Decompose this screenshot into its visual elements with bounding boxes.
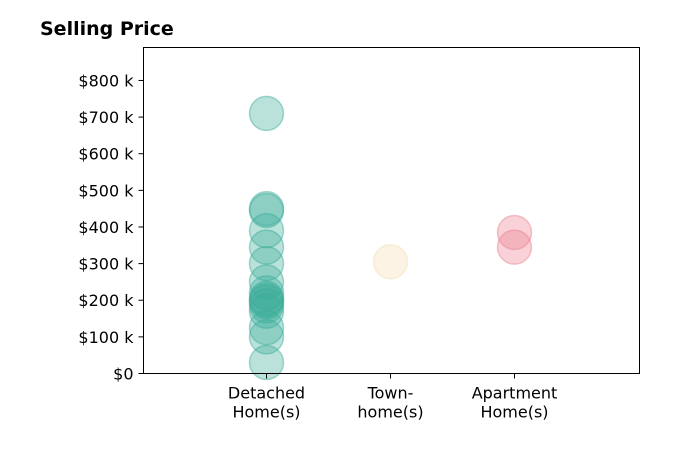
y-tick-label: $600 k [78, 145, 134, 164]
data-point [248, 95, 285, 132]
x-axis: Detached Home(s) Town-home(s) Apartment Home… [228, 373, 558, 422]
data-point [248, 229, 285, 265]
data-point [248, 275, 285, 311]
data-point [248, 280, 285, 317]
data-point [496, 214, 533, 251]
y-tick-label: $700 k [78, 108, 134, 127]
data-points-group [248, 95, 533, 381]
y-tick-label: $500 k [78, 181, 134, 200]
plot-area-frame [143, 47, 640, 374]
x-tick-label: Detached Home(s) [228, 384, 305, 422]
y-tick-label: $100 k [78, 328, 134, 347]
data-point [496, 229, 533, 265]
data-point [248, 282, 285, 318]
x-tick-label: Town-home(s) [357, 384, 423, 422]
data-point [248, 190, 285, 227]
data-point [372, 244, 409, 280]
y-axis: $0 $100 k $200 k $300 k $400 k $500 k $600 k $7… [78, 71, 144, 384]
data-point [248, 293, 285, 329]
data-point [248, 309, 285, 346]
data-point [248, 284, 285, 320]
data-point [248, 344, 285, 381]
data-point [248, 264, 285, 300]
y-tick-label: $800 k [78, 71, 134, 90]
y-tick-label: $0 [113, 365, 133, 384]
data-point [248, 287, 285, 324]
y-tick-label: $400 k [78, 218, 134, 237]
y-tick-label: $300 k [78, 255, 134, 274]
chart-title: Selling Price [40, 18, 174, 40]
data-point [248, 245, 285, 282]
data-point [248, 212, 285, 249]
x-tick-label: Apartment Home(s) [472, 384, 558, 422]
data-point [248, 192, 285, 229]
data-point [248, 319, 285, 355]
y-tick-label: $200 k [78, 291, 134, 310]
